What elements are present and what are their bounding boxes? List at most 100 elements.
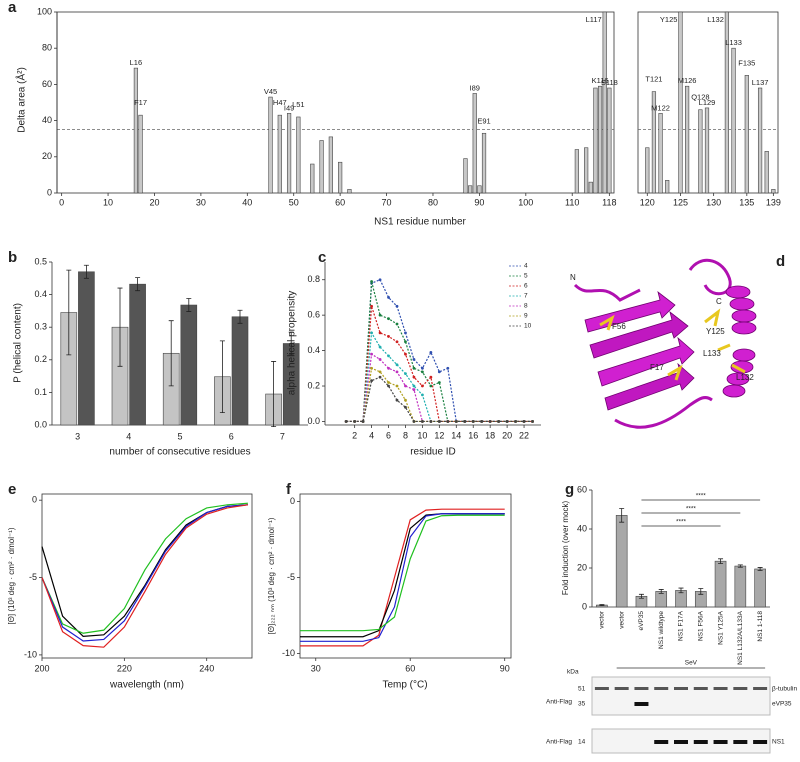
y-tick-label: 40 <box>577 523 587 533</box>
panel-letter: b <box>8 249 17 266</box>
legend-label: 5 <box>524 273 528 280</box>
marker <box>531 420 534 423</box>
x-axis-title: number of consecutive residues <box>109 447 250 458</box>
marker <box>437 381 441 384</box>
bar <box>658 113 663 194</box>
marker <box>378 331 382 335</box>
marker <box>378 358 382 361</box>
bar <box>328 136 333 194</box>
marker <box>370 304 373 308</box>
y-tick-label: 80 <box>42 43 52 53</box>
x-tick-label: 18 <box>485 430 495 440</box>
marker <box>463 420 467 423</box>
annotation: K116 <box>592 76 609 85</box>
marker <box>429 420 433 423</box>
x-tick-label: 90 <box>500 663 510 673</box>
line <box>300 508 505 647</box>
x-tick-label: 20 <box>149 197 159 207</box>
marker <box>412 375 416 379</box>
blot-band <box>733 740 748 744</box>
annotation: L51 <box>292 100 305 109</box>
legend-label: 7 <box>524 293 528 300</box>
x-tick-label: 200 <box>34 663 49 673</box>
marker <box>446 366 450 370</box>
y-tick-label: 60 <box>42 79 52 89</box>
y-tick-label: 0.8 <box>307 274 320 284</box>
structure-label: C <box>716 297 722 306</box>
bar <box>724 11 730 194</box>
marker-label: 35 <box>578 701 586 708</box>
x-tick-label: eVP35 <box>638 611 645 631</box>
band-label: eVP35 <box>772 701 792 708</box>
marker <box>412 366 416 370</box>
bar <box>463 158 468 194</box>
error-bar <box>186 298 192 312</box>
marker <box>395 370 399 374</box>
blot-band <box>614 687 629 690</box>
bar <box>268 96 273 194</box>
y-tick-label: 20 <box>577 562 587 572</box>
error-bar <box>168 320 174 387</box>
marker <box>421 366 424 370</box>
line <box>346 278 533 423</box>
blot-membrane <box>591 676 771 716</box>
y-tick-label: -10 <box>24 649 37 659</box>
blot-band <box>594 687 609 690</box>
structure-label: F17 <box>650 363 664 372</box>
y-axis-title: [Θ]₂₂₂ ₙₘ (10³ deg · cm² · dmol⁻¹) <box>267 517 276 634</box>
annotation: S118 <box>601 78 618 87</box>
marker <box>429 350 433 354</box>
marker <box>412 384 416 388</box>
blot-band <box>674 687 688 690</box>
legend-label: 8 <box>524 303 528 310</box>
antibody-label: Anti-Flag <box>546 699 572 706</box>
bar <box>678 11 683 194</box>
line <box>346 367 533 423</box>
annotation: L117 <box>586 15 602 24</box>
bar <box>584 147 589 194</box>
annotation: Y125 <box>660 15 678 24</box>
annotation: L137 <box>752 78 769 87</box>
x-tick-label: NS1 L132A/L133A <box>737 610 744 665</box>
strand <box>597 336 695 387</box>
error-bar <box>757 567 763 571</box>
x-tick-label: 118 <box>602 197 616 207</box>
marker <box>404 331 407 335</box>
y-axis-title: [Θ] (10³ deg · cm² · dmol⁻¹) <box>7 527 16 624</box>
x-tick-label: 90 <box>474 197 484 207</box>
marker <box>480 420 484 423</box>
y-tick-label: 20 <box>42 151 52 161</box>
bar <box>338 161 343 194</box>
marker <box>361 420 365 423</box>
bar <box>744 75 749 194</box>
bar <box>347 189 352 194</box>
marker <box>353 420 357 423</box>
significance-label: **** <box>686 506 697 513</box>
annotation: Q128 <box>691 93 709 102</box>
marker <box>522 420 526 423</box>
y-axis-title: P (helical content) <box>13 303 24 383</box>
marker <box>437 420 441 423</box>
marker <box>387 381 390 384</box>
error-bar <box>66 269 72 356</box>
bar <box>684 85 690 194</box>
line <box>300 513 505 642</box>
blot-band <box>654 687 669 690</box>
bar <box>651 91 657 194</box>
y-tick-label: 0.0 <box>34 419 47 429</box>
line <box>346 353 533 423</box>
protein-structure: d N C F56 Y125 L133 F17 L132 <box>570 253 785 429</box>
error-bar <box>271 361 277 428</box>
line <box>41 504 248 648</box>
x-tick-label: NS1 F17A <box>678 610 685 641</box>
x-tick-label: 220 <box>117 663 132 673</box>
loop <box>573 283 641 302</box>
x-tick-label: NS1 1-118 <box>757 611 764 642</box>
x-tick-label: 240 <box>199 663 214 673</box>
marker <box>429 384 433 388</box>
y-tick-label: 0.4 <box>307 345 320 355</box>
marker <box>437 370 441 374</box>
line <box>41 504 248 642</box>
annotation: I89 <box>470 83 480 92</box>
marker <box>370 366 373 370</box>
